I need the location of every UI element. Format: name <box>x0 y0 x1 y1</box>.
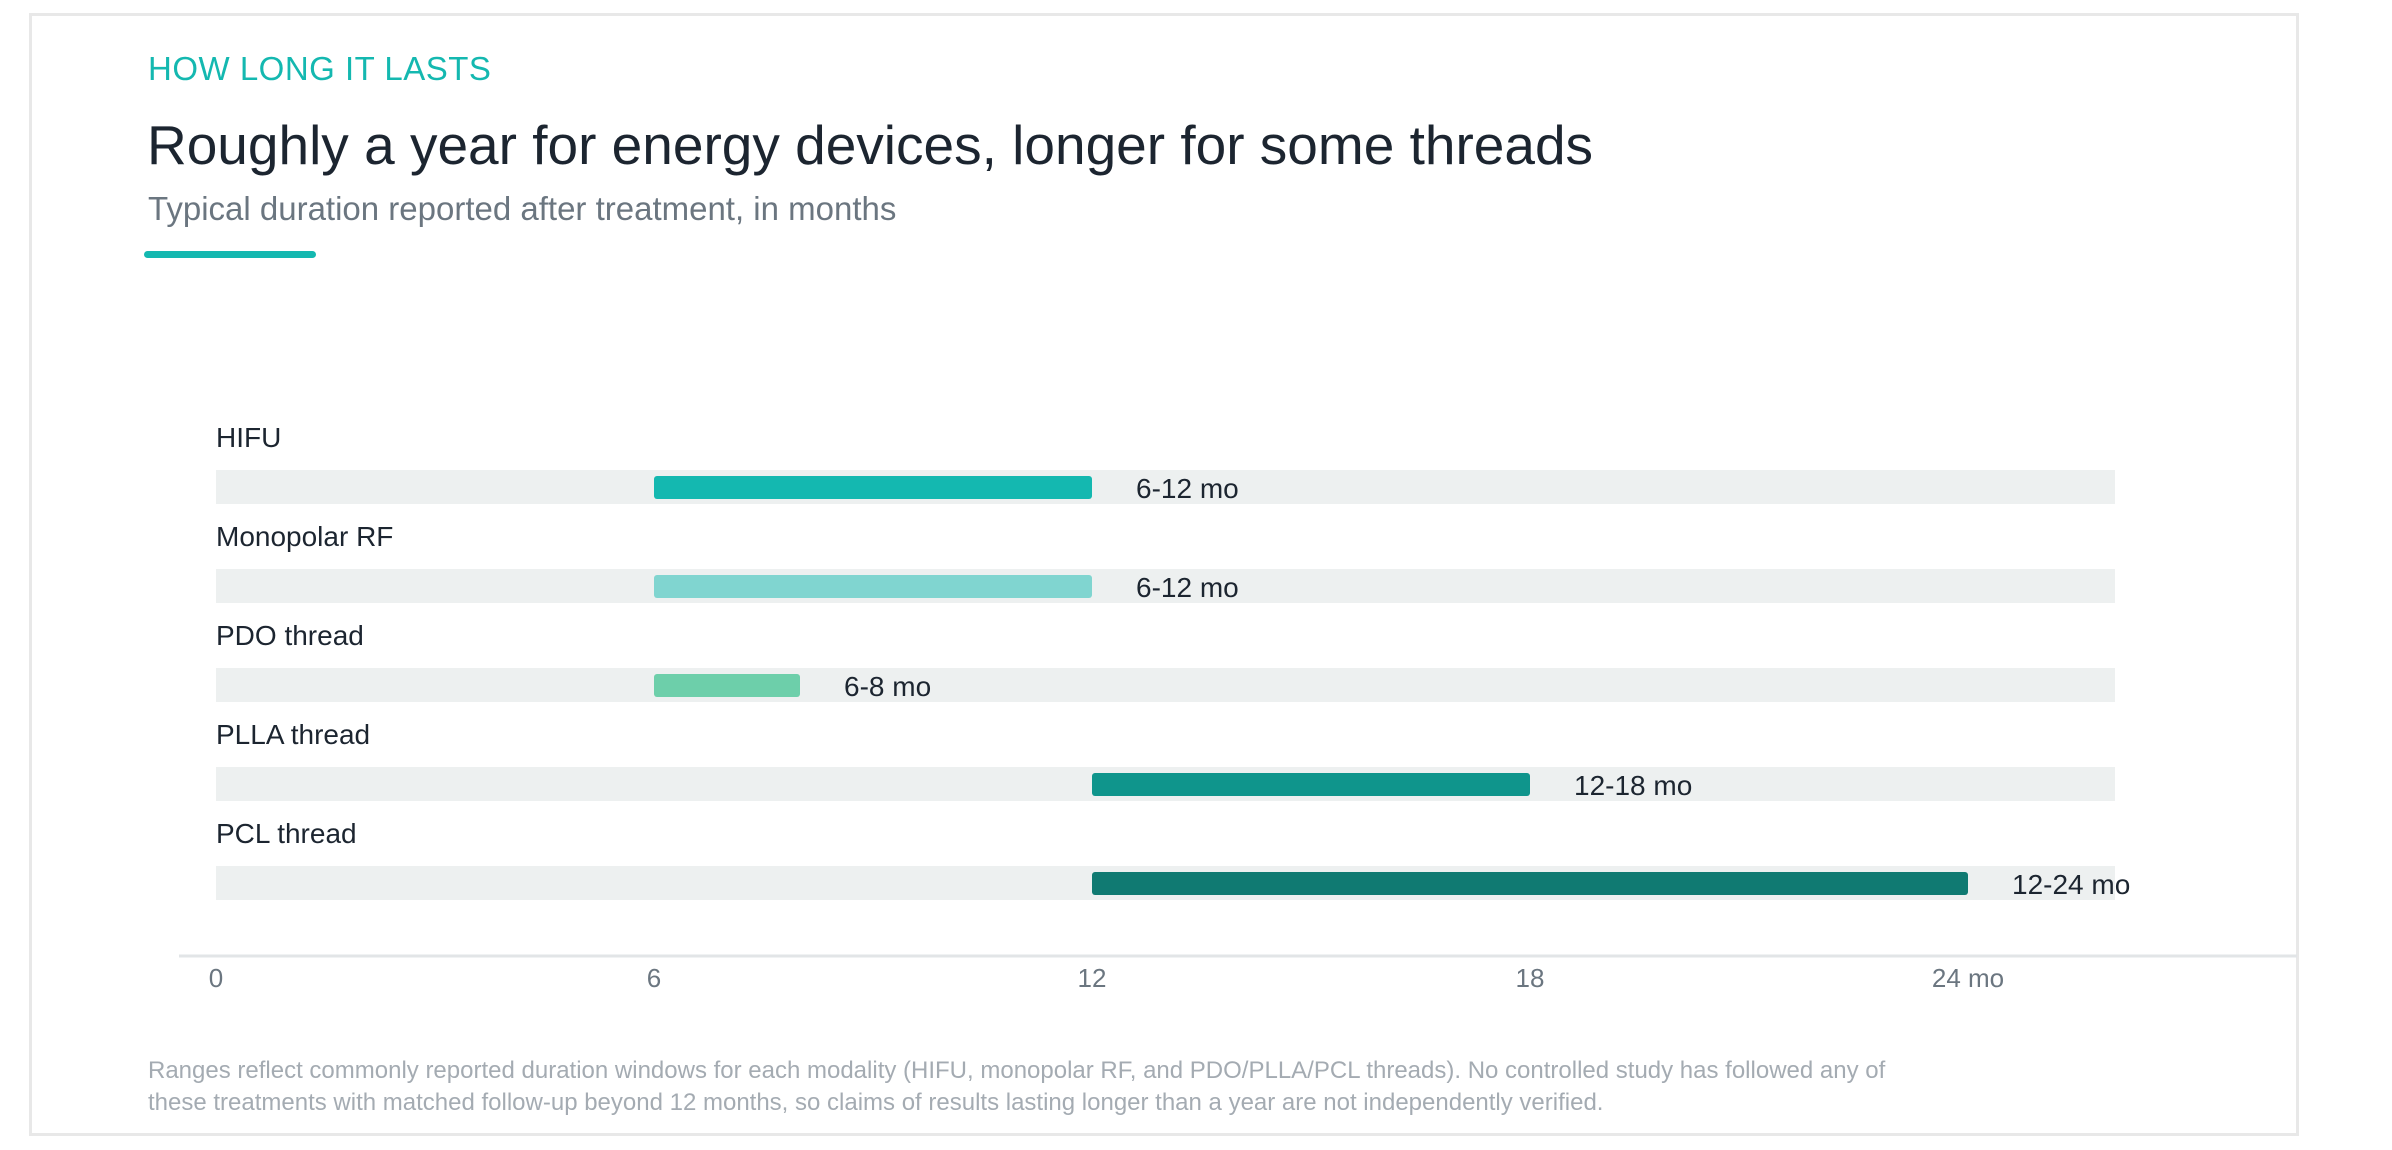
x-tick-label: 12 <box>1078 963 1107 993</box>
range-bar-hifu <box>654 476 1092 499</box>
range-label-monopolar-rf: 6-12 mo <box>1136 572 1239 603</box>
track-pdo-thread <box>216 668 2115 702</box>
row-label-plla-thread: PLLA thread <box>216 719 370 750</box>
row-label-hifu: HIFU <box>216 422 281 453</box>
duration-range-chart: HIFU 6-12 mo Monopolar RF 6-12 mo PDO thread… <box>179 422 2297 993</box>
chart-title: Roughly a year for energy devices, longe… <box>147 114 1594 176</box>
footnote: Ranges reflect commonly reported duratio… <box>148 1057 1886 1116</box>
range-label-hifu: 6-12 mo <box>1136 473 1239 504</box>
range-bar-plla-thread <box>1092 773 1530 796</box>
range-label-pcl-thread: 12-24 mo <box>2012 869 2130 900</box>
range-label-pdo-thread: 6-8 mo <box>844 671 931 702</box>
eyebrow-label: HOW LONG IT LASTS <box>148 50 492 87</box>
title-accent-rule <box>144 251 316 258</box>
track-monopolar-rf <box>216 569 2115 603</box>
range-label-plla-thread: 12-18 mo <box>1574 770 1692 801</box>
range-bar-pdo-thread <box>654 674 800 697</box>
row-label-monopolar-rf: Monopolar RF <box>216 521 393 552</box>
x-tick-label: 18 <box>1516 963 1545 993</box>
x-tick-label: 6 <box>647 963 661 993</box>
x-tick-label: 24 mo <box>1932 963 2004 993</box>
range-bar-monopolar-rf <box>654 575 1092 598</box>
track-hifu <box>216 470 2115 504</box>
row-label-pcl-thread: PCL thread <box>216 818 357 849</box>
row-label-pdo-thread: PDO thread <box>216 620 364 651</box>
range-bar-pcl-thread <box>1092 872 1968 895</box>
x-tick-label: 0 <box>209 963 223 993</box>
chart-subtitle: Typical duration reported after treatmen… <box>148 190 897 227</box>
